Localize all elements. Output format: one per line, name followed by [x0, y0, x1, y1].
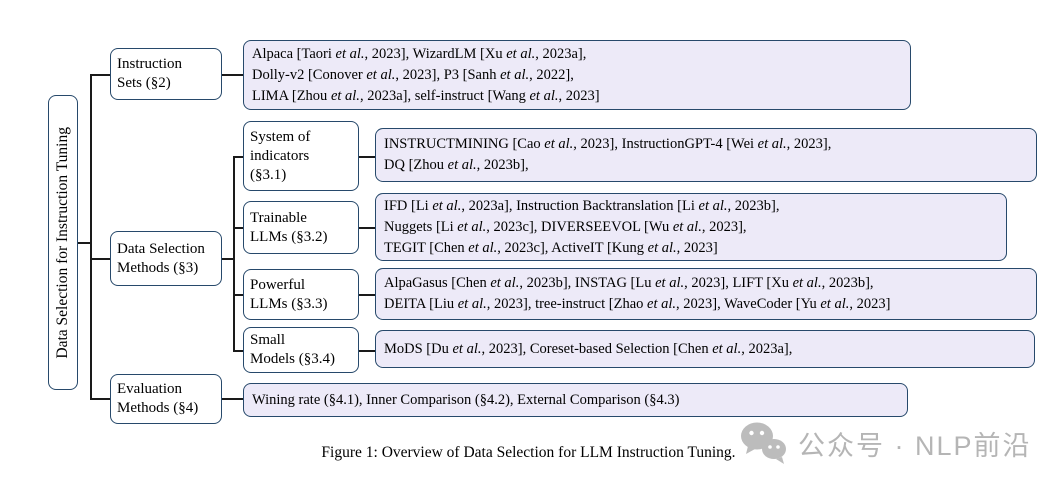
connector-line — [233, 227, 243, 229]
connector-line — [233, 156, 243, 158]
connector-line — [233, 350, 243, 352]
node-small-models: Small Models (§3.4) — [243, 327, 359, 373]
connector-line — [90, 398, 110, 400]
node-label: LLMs (§3.3) — [250, 295, 328, 312]
leaf-line: Alpaca [Taori et al., 2023], WizardLM [X… — [252, 45, 587, 62]
node-label: (§3.1) — [250, 166, 287, 183]
node-label: Methods (§4) — [117, 400, 199, 416]
leaf-evaluation-methods-refs: Wining rate (§4.1), Inner Comparison (§4… — [243, 383, 908, 417]
connector-line — [90, 74, 92, 399]
node-label: Trainable — [250, 209, 307, 226]
connector-line — [222, 258, 233, 260]
node-label: Methods (§3) — [117, 259, 199, 276]
connector-line — [78, 242, 90, 244]
node-label: System of — [250, 128, 311, 145]
leaf-line: DEITA [Liu et al., 2023], tree-instruct … — [384, 296, 891, 312]
watermark-text: 公众号 · NLP前沿 — [798, 430, 1032, 461]
node-system-of-indicators: System of indicators (§3.1) — [243, 121, 359, 191]
wechat-icon — [741, 422, 786, 464]
leaf-line: INSTRUCTMINING [Cao et al., 2023], Instr… — [384, 136, 832, 152]
connector-line — [359, 156, 375, 158]
leaf-line: TEGIT [Chen et al., 2023c], ActiveIT [Ku… — [384, 239, 718, 256]
connector-line — [233, 156, 235, 351]
node-evaluation-methods: Evaluation Methods (§4) — [110, 374, 222, 424]
connector-line — [90, 74, 110, 76]
connector-line — [233, 294, 243, 296]
connector-line — [359, 350, 375, 352]
figure-caption: Figure 1: Overview of Data Selection for… — [321, 444, 736, 461]
leaf-line: Nuggets [Li et al., 2023c], DIVERSEEVOL … — [384, 218, 747, 235]
leaf-system-of-indicators-refs: INSTRUCTMINING [Cao et al., 2023], Instr… — [375, 128, 1037, 182]
leaf-line: MoDS [Du et al., 2023], Coreset-based Se… — [384, 340, 793, 357]
leaf-small-models-refs: MoDS [Du et al., 2023], Coreset-based Se… — [375, 330, 1035, 368]
node-data-selection-methods: Data Selection Methods (§3) — [110, 231, 222, 286]
connector-line — [222, 398, 243, 400]
root-node-data-selection: Data Selection for Instruction Tuning — [48, 95, 78, 390]
node-label: Data Selection — [117, 240, 205, 257]
watermark: 公众号 · NLP前沿 — [738, 420, 1032, 466]
leaf-instruction-sets-refs: Alpaca [Taori et al., 2023], WizardLM [X… — [243, 40, 911, 110]
leaf-line: IFD [Li et al., 2023a], Instruction Back… — [384, 197, 780, 214]
node-label: indicators — [250, 147, 310, 164]
connector-line — [90, 258, 110, 260]
leaf-line: Wining rate (§4.1), Inner Comparison (§4… — [252, 391, 680, 408]
connector-line — [222, 74, 243, 76]
node-label: LLMs (§3.2) — [250, 228, 328, 245]
connector-line — [359, 294, 375, 296]
leaf-line: LIMA [Zhou et al., 2023a], self-instruct… — [252, 87, 600, 104]
node-label: Powerful — [250, 276, 305, 293]
leaf-line: Dolly-v2 [Conover et al., 2023], P3 [San… — [252, 66, 574, 83]
leaf-powerful-llms-refs: AlpaGasus [Chen et al., 2023b], INSTAG [… — [375, 268, 1037, 320]
connector-line — [359, 227, 375, 229]
leaf-trainable-llms-refs: IFD [Li et al., 2023a], Instruction Back… — [375, 193, 1007, 261]
node-label: Small — [250, 332, 286, 348]
node-label: Instruction — [117, 56, 182, 72]
root-node-label: Data Selection for Instruction Tuning — [54, 126, 71, 359]
leaf-line: DQ [Zhou et al., 2023b], — [384, 157, 529, 173]
node-instruction-sets: Instruction Sets (§2) — [110, 48, 222, 100]
leaf-line: AlpaGasus [Chen et al., 2023b], INSTAG [… — [384, 275, 874, 291]
node-trainable-llms: Trainable LLMs (§3.2) — [243, 201, 359, 254]
node-label: Models (§3.4) — [250, 351, 335, 367]
node-label: Evaluation — [117, 381, 182, 397]
node-label: Sets (§2) — [117, 75, 171, 91]
node-powerful-llms: Powerful LLMs (§3.3) — [243, 269, 359, 320]
